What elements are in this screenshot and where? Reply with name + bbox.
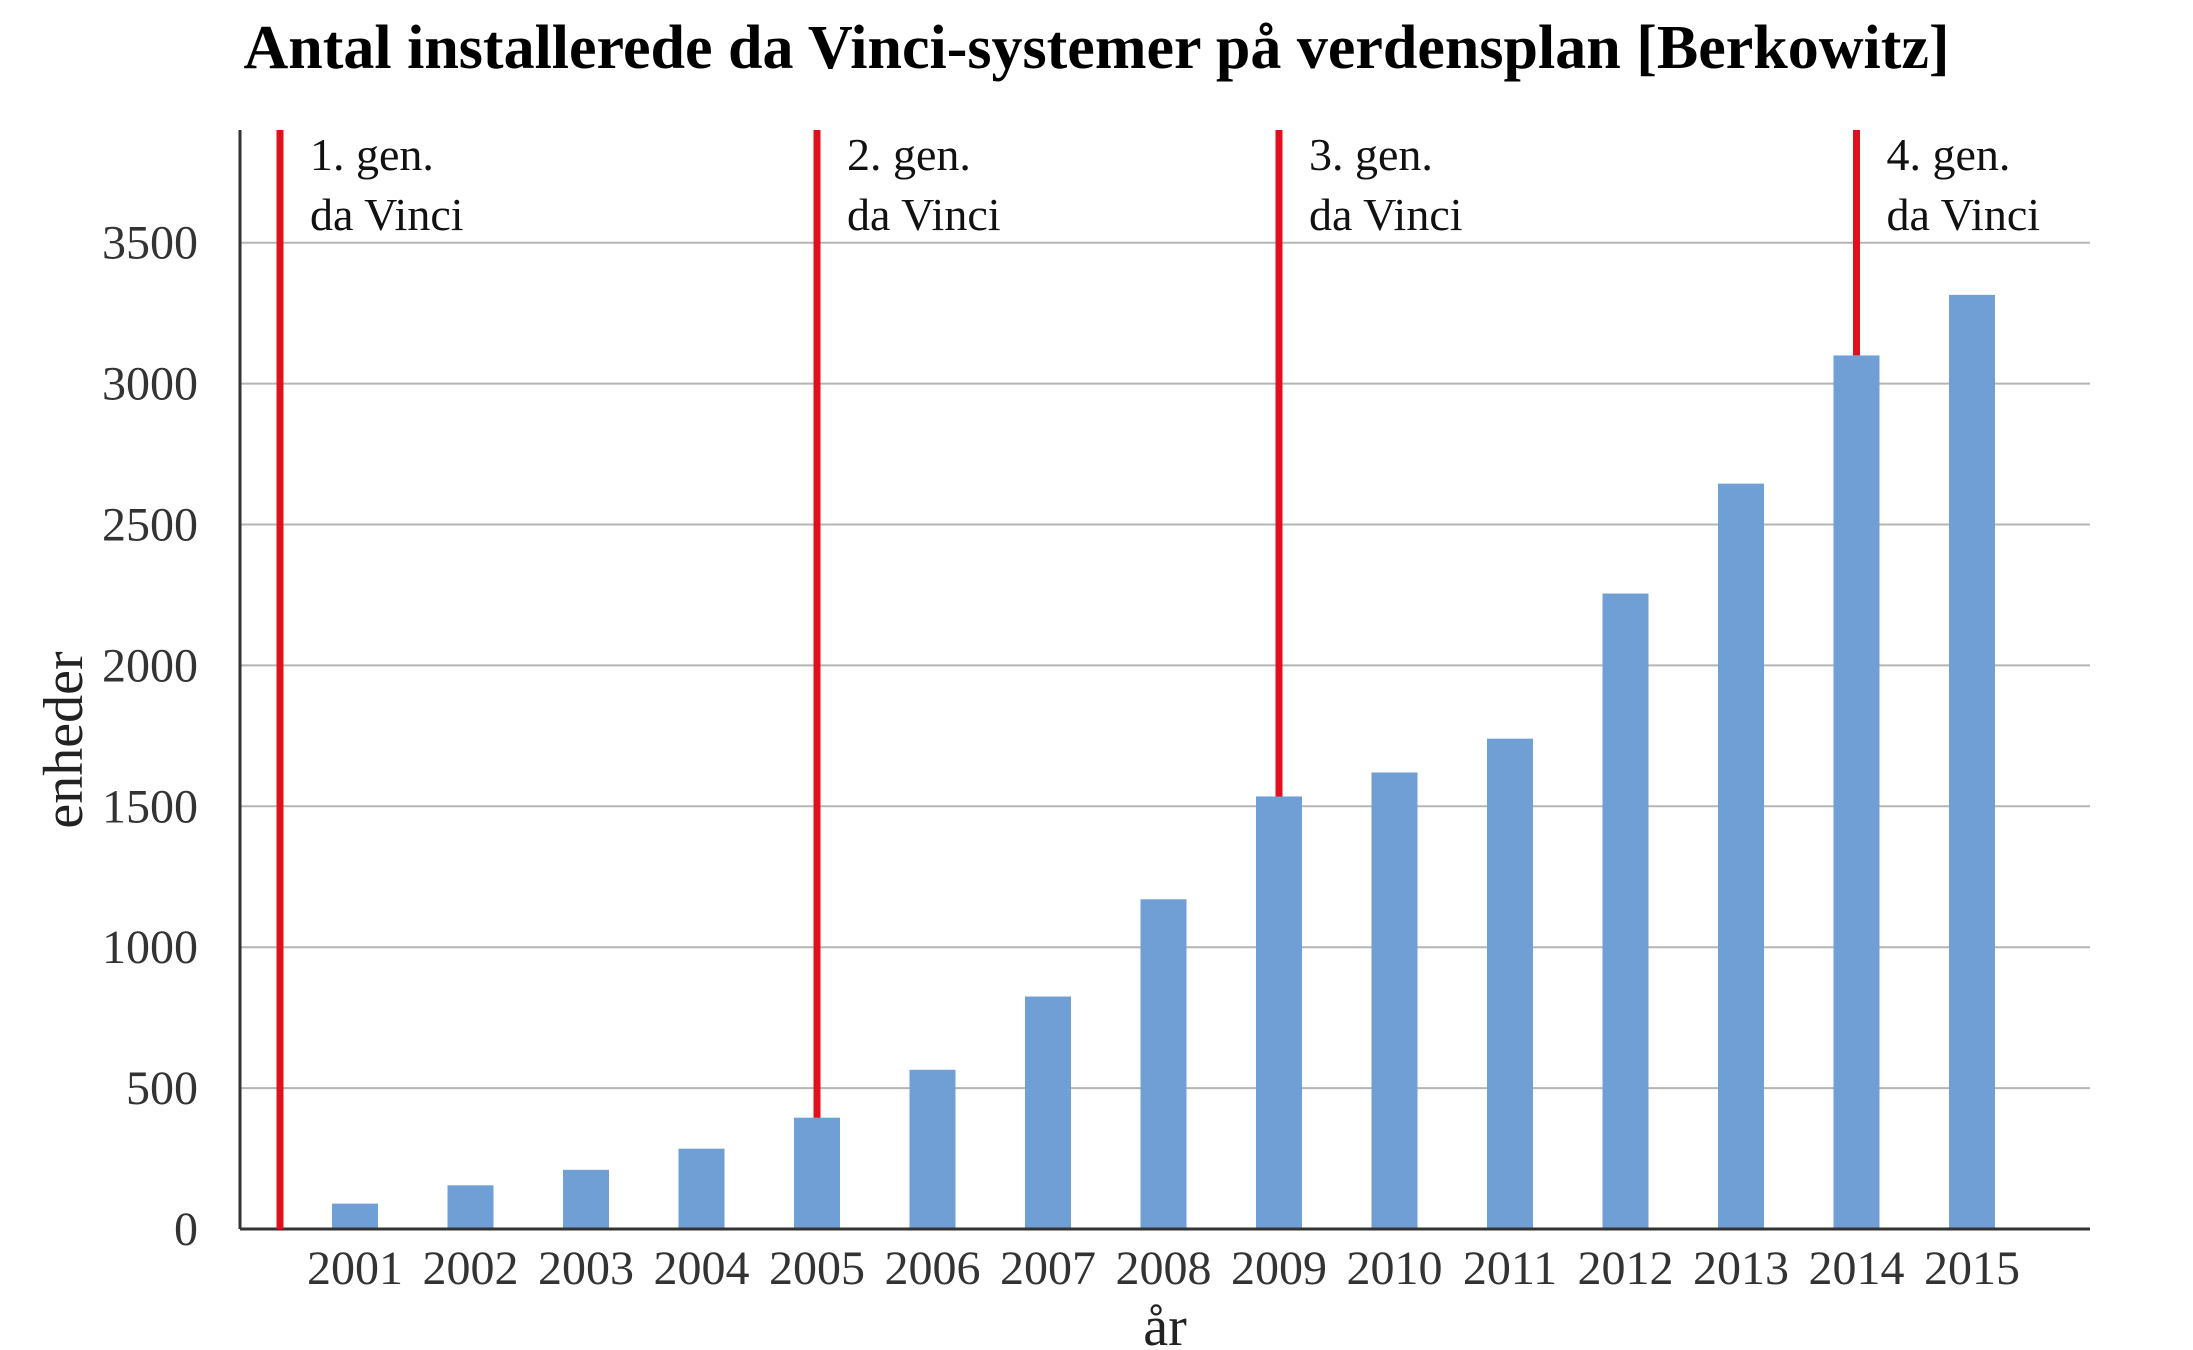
y-axis-title: enheder bbox=[33, 651, 95, 829]
bar-2007 bbox=[1025, 996, 1071, 1229]
y-tick-label: 3500 bbox=[102, 217, 198, 270]
y-tick-label: 500 bbox=[126, 1062, 198, 1115]
generation-label: 4. gen. bbox=[1887, 129, 2011, 180]
bar-2009 bbox=[1256, 796, 1302, 1229]
bar-2002 bbox=[447, 1185, 494, 1229]
x-tick-label: 2006 bbox=[885, 1242, 981, 1295]
x-tick-label: 2007 bbox=[1000, 1242, 1096, 1295]
x-tick-label: 2002 bbox=[423, 1242, 519, 1295]
bar-2011 bbox=[1487, 738, 1533, 1229]
bar-2012 bbox=[1602, 593, 1649, 1229]
tick-labels: 0 500 1000 1500 2000 2500 3000 3500 2001 2002 2003… bbox=[102, 217, 2020, 1295]
generation-label: 3. gen. bbox=[1309, 129, 1433, 180]
generation-label: da Vinci bbox=[310, 189, 464, 240]
axes bbox=[238, 130, 2090, 1231]
y-tick-label: 1500 bbox=[102, 780, 198, 833]
bars bbox=[332, 294, 1995, 1230]
y-tick-label: 3000 bbox=[102, 358, 198, 411]
bar-2001 bbox=[332, 1203, 378, 1229]
generation-label: da Vinci bbox=[847, 189, 1001, 240]
bar-2005 bbox=[794, 1117, 840, 1229]
chart-title: Antal installerede da Vinci-systemer på … bbox=[243, 14, 1950, 82]
x-tick-label: 2011 bbox=[1463, 1242, 1557, 1295]
x-axis-title: år bbox=[1143, 1296, 1187, 1350]
bar-2015 bbox=[1949, 294, 1995, 1230]
y-tick-label: 0 bbox=[174, 1203, 198, 1256]
generation-label: da Vinci bbox=[1309, 189, 1463, 240]
bar-2014 bbox=[1833, 355, 1880, 1229]
x-tick-label: 2014 bbox=[1809, 1242, 1905, 1295]
x-tick-label: 2010 bbox=[1347, 1242, 1443, 1295]
bar-2004 bbox=[678, 1148, 725, 1229]
bar-2010 bbox=[1371, 772, 1418, 1229]
bar-2003 bbox=[563, 1169, 609, 1229]
x-tick-label: 2001 bbox=[307, 1242, 403, 1295]
x-tick-label: 2003 bbox=[538, 1242, 634, 1295]
x-tick-label: 2015 bbox=[1924, 1242, 2020, 1295]
generation-label: 2. gen. bbox=[847, 129, 971, 180]
x-tick-label: 2013 bbox=[1693, 1242, 1789, 1295]
x-tick-label: 2004 bbox=[654, 1242, 750, 1295]
y-tick-label: 2500 bbox=[102, 499, 198, 552]
bar-2006 bbox=[909, 1069, 956, 1229]
x-tick-label: 2012 bbox=[1578, 1242, 1674, 1295]
x-tick-label: 2005 bbox=[769, 1242, 865, 1295]
y-tick-label: 2000 bbox=[102, 639, 198, 692]
generation-label: da Vinci bbox=[1887, 189, 2041, 240]
bar-2008 bbox=[1140, 899, 1187, 1229]
generation-label: 1. gen. bbox=[310, 129, 434, 180]
generation-markers: 1. gen. da Vinci 2. gen. da Vinci 3. gen. da … bbox=[276, 129, 2041, 1229]
bar-2013 bbox=[1718, 483, 1764, 1229]
x-tick-label: 2009 bbox=[1231, 1242, 1327, 1295]
x-tick-label: 2008 bbox=[1116, 1242, 1212, 1295]
y-tick-label: 1000 bbox=[102, 921, 198, 974]
